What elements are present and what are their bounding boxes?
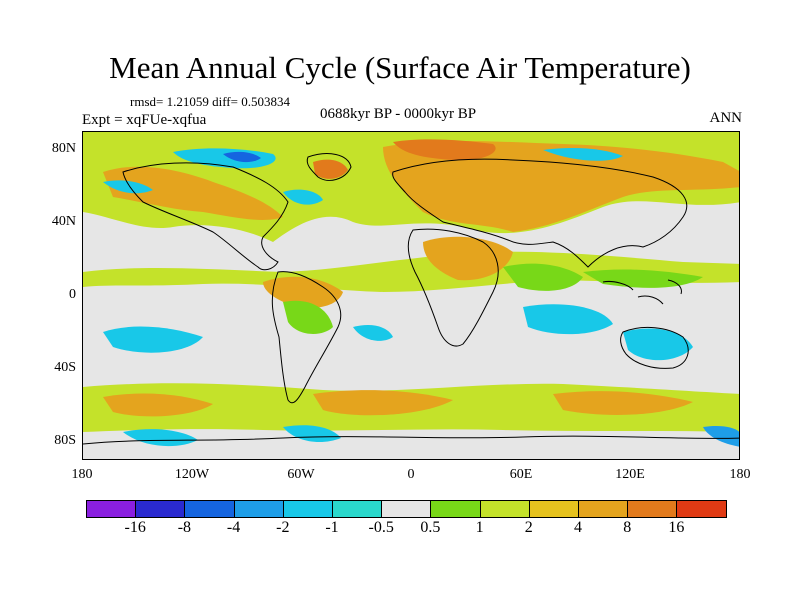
colorbar-swatch: [628, 501, 678, 517]
map-panel: [82, 131, 740, 460]
colorbar-swatch: [87, 501, 137, 517]
colorbar-swatch: [578, 501, 629, 517]
antarctic-cold-2: [283, 425, 341, 443]
arctic-cold-patch-2: [223, 151, 261, 163]
stats-text: rmsd= 1.21059 diff= 0.503834: [130, 94, 290, 109]
antarctic-cold-1: [123, 429, 198, 447]
experiment-label: Expt = xqFUe-xqfua: [82, 112, 207, 128]
colorbar: [86, 500, 728, 518]
colorbar-swatch: [382, 501, 432, 517]
y-label-80s: 80S: [54, 433, 76, 448]
colorbar-label: 1: [475, 519, 484, 536]
greenland-strong-warm: [313, 159, 348, 179]
colorbar-swatch: [677, 501, 727, 517]
tropical-band-north: [83, 251, 739, 292]
y-label-80n: 80N: [51, 141, 76, 156]
colorbar-swatch: [185, 501, 235, 517]
africa-warm: [423, 236, 513, 281]
southern-ocean-orange-2: [313, 390, 453, 416]
coast-south-america: [271, 271, 342, 404]
south-atlantic-cold: [353, 325, 393, 341]
colorbar-swatch: [529, 501, 579, 517]
coast-greenland: [306, 153, 352, 181]
map-svg: [83, 132, 739, 459]
north-atlantic-cold: [283, 189, 323, 205]
south-america-warm: [283, 300, 333, 334]
colorbar-label: -16: [124, 519, 146, 536]
coast-australia: [620, 327, 689, 369]
colorbar-label: 4: [574, 519, 582, 536]
colorbar-swatch: [136, 501, 186, 517]
siberia-strong-warm: [393, 139, 496, 161]
colorbar-label: -1: [325, 519, 339, 536]
coast-eurasia: [392, 158, 688, 268]
antarctic-cold-3: [703, 425, 739, 447]
colorbar-label: -4: [226, 519, 241, 536]
colorbar-swatch: [431, 501, 481, 517]
x-label-180-west: 180: [71, 467, 93, 482]
colorbar-swatch: [480, 501, 530, 517]
x-label-60e: 60E: [509, 467, 533, 482]
coast-antarctica: [83, 435, 739, 445]
period-label: 0688kyr BP - 0000kyr BP: [320, 106, 477, 122]
colorbar-label: 0.5: [420, 519, 441, 536]
coast-north-america: [122, 162, 289, 271]
colorbar-label: -0.5: [368, 519, 394, 536]
north-america-warm-region: [103, 166, 283, 220]
x-label-120e: 120E: [615, 467, 645, 482]
pacific-cold-patch: [103, 180, 153, 194]
y-label-0: 0: [69, 287, 76, 302]
southern-ocean-orange-1: [103, 393, 213, 417]
arctic-cold-patch-3: [543, 148, 623, 161]
colorbar-swatch: [332, 501, 383, 517]
x-label-120w: 120W: [174, 467, 210, 482]
colorbar-label: 2: [524, 519, 533, 536]
colorbar-label: 16: [668, 519, 685, 536]
season-label: ANN: [709, 110, 743, 126]
indian-ocean-warm: [503, 263, 583, 291]
south-pacific-cold: [103, 326, 203, 353]
pacific-equatorial-green: [583, 269, 703, 288]
colorbar-label: -2: [276, 519, 290, 536]
y-label-40s: 40S: [54, 360, 76, 375]
colorbar-swatch: [283, 501, 333, 517]
southern-ocean-orange-3: [553, 391, 693, 415]
x-label-0: 0: [407, 467, 415, 482]
coast-maritime-islands: [602, 279, 682, 305]
colorbar-label: 8: [623, 519, 632, 536]
colorbar-label: -8: [177, 519, 192, 536]
x-label-60w: 60W: [287, 467, 315, 482]
chart-title: Mean Annual Cycle (Surface Air Temperatu…: [109, 50, 691, 85]
australia-cold: [623, 328, 693, 361]
tropical-warm-core: [263, 276, 343, 308]
coast-africa: [407, 228, 499, 347]
eurasia-warm-region: [383, 140, 739, 232]
coastlines: [83, 153, 739, 445]
indian-ocean-cold: [523, 304, 613, 335]
colorbar-swatch: [234, 501, 284, 517]
y-label-40n: 40N: [51, 214, 76, 229]
x-label-180-east: 180: [729, 467, 751, 482]
